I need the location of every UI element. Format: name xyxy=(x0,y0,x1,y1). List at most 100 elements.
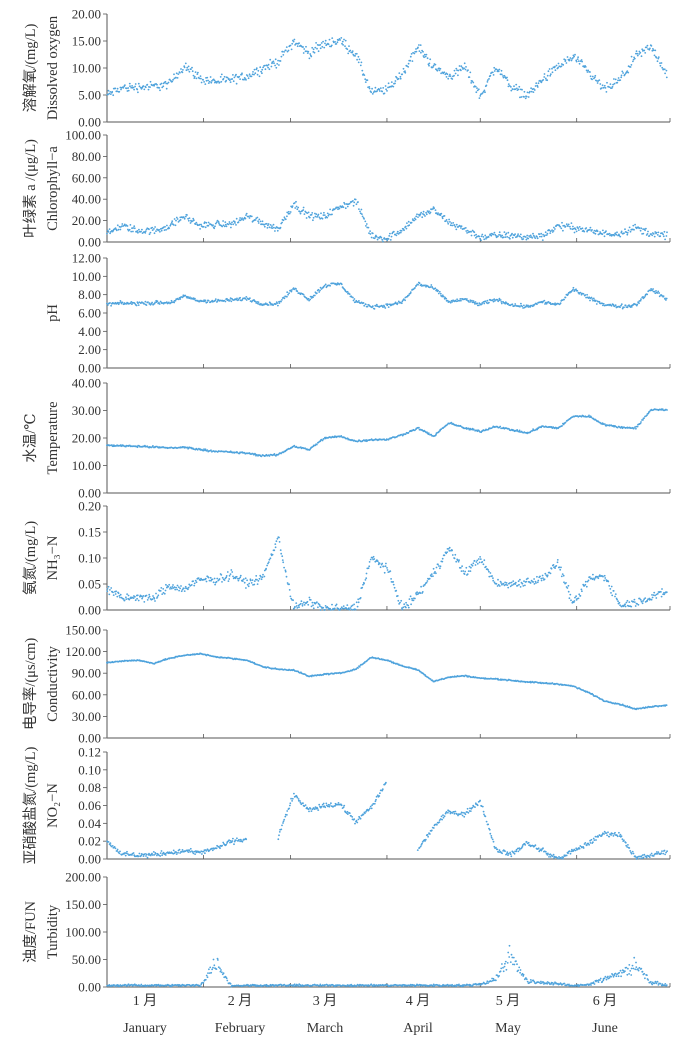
data-point xyxy=(562,230,564,232)
data-point xyxy=(623,232,625,234)
data-point xyxy=(199,228,201,230)
data-point xyxy=(463,816,465,818)
data-point xyxy=(363,305,365,307)
data-point xyxy=(328,214,330,216)
data-point xyxy=(602,305,604,307)
data-point xyxy=(221,74,223,76)
data-point xyxy=(488,236,490,238)
data-point xyxy=(609,233,611,235)
y-tick-label: 100.00 xyxy=(65,128,101,143)
data-point xyxy=(316,48,318,50)
data-point xyxy=(453,75,455,77)
data-point xyxy=(283,51,285,53)
data-point xyxy=(647,231,649,233)
data-point xyxy=(349,609,351,611)
data-point xyxy=(358,819,360,821)
data-point xyxy=(402,606,404,608)
data-point xyxy=(397,231,399,233)
y-tick-label: 30.00 xyxy=(72,709,101,724)
data-point xyxy=(467,230,469,232)
data-point xyxy=(201,853,203,855)
data-point xyxy=(322,218,324,220)
data-point xyxy=(454,224,456,226)
data-point xyxy=(182,69,184,71)
data-point xyxy=(420,846,422,848)
data-point xyxy=(188,849,190,851)
data-point xyxy=(311,606,313,608)
data-point xyxy=(365,304,367,306)
data-point xyxy=(429,578,431,580)
data-point xyxy=(233,80,235,82)
data-point xyxy=(640,227,642,229)
data-point xyxy=(353,818,355,820)
data-point xyxy=(454,554,456,556)
data-point xyxy=(324,214,326,216)
data-point xyxy=(562,573,564,575)
data-point xyxy=(661,62,663,64)
data-point xyxy=(125,855,127,857)
data-point xyxy=(249,297,251,299)
data-point xyxy=(436,567,438,569)
data-point xyxy=(458,561,460,563)
data-point xyxy=(437,290,439,292)
data-point xyxy=(585,581,587,583)
data-point xyxy=(290,45,292,47)
data-point xyxy=(523,96,525,98)
data-point xyxy=(563,575,565,577)
data-point xyxy=(317,808,319,810)
data-point xyxy=(212,224,214,226)
data-point xyxy=(175,220,177,222)
data-point xyxy=(356,601,358,603)
data-point xyxy=(460,227,462,229)
y-tick-label: 40.00 xyxy=(72,192,101,207)
data-point xyxy=(206,449,208,451)
data-point xyxy=(540,233,542,235)
y-tick-label: 0.10 xyxy=(78,551,101,566)
data-point xyxy=(506,236,508,238)
data-point xyxy=(159,89,161,91)
data-point xyxy=(203,81,205,83)
data-point xyxy=(291,43,293,45)
data-point xyxy=(294,606,296,608)
data-point xyxy=(553,564,555,566)
data-point xyxy=(108,594,110,596)
data-point xyxy=(188,587,190,589)
data-point xyxy=(404,70,406,72)
data-point xyxy=(368,567,370,569)
data-point xyxy=(633,229,635,231)
data-point xyxy=(361,587,363,589)
data-point xyxy=(414,53,416,55)
data-point xyxy=(469,72,471,74)
data-point xyxy=(461,570,463,572)
data-point xyxy=(153,85,155,87)
data-point xyxy=(157,596,159,598)
data-point xyxy=(623,306,625,308)
data-point xyxy=(653,49,655,51)
data-point xyxy=(666,70,668,72)
data-point xyxy=(381,91,383,93)
data-point xyxy=(257,74,259,76)
data-point xyxy=(519,579,521,581)
data-point xyxy=(629,227,631,229)
data-point xyxy=(550,73,552,75)
data-point xyxy=(645,228,647,230)
data-point xyxy=(503,77,505,79)
data-point xyxy=(257,70,259,72)
data-point xyxy=(165,584,167,586)
data-point xyxy=(248,77,250,79)
data-point xyxy=(636,50,638,52)
data-point xyxy=(660,591,662,593)
data-point xyxy=(353,202,355,204)
data-point xyxy=(281,825,283,827)
data-point xyxy=(653,592,655,594)
data-point xyxy=(365,579,367,581)
data-point xyxy=(369,808,371,810)
data-point xyxy=(587,70,589,72)
data-point xyxy=(303,294,305,296)
data-point xyxy=(124,600,126,602)
data-point xyxy=(297,207,299,209)
data-point xyxy=(512,237,514,239)
data-point xyxy=(479,556,481,558)
data-point xyxy=(304,604,306,606)
data-point xyxy=(239,577,241,579)
